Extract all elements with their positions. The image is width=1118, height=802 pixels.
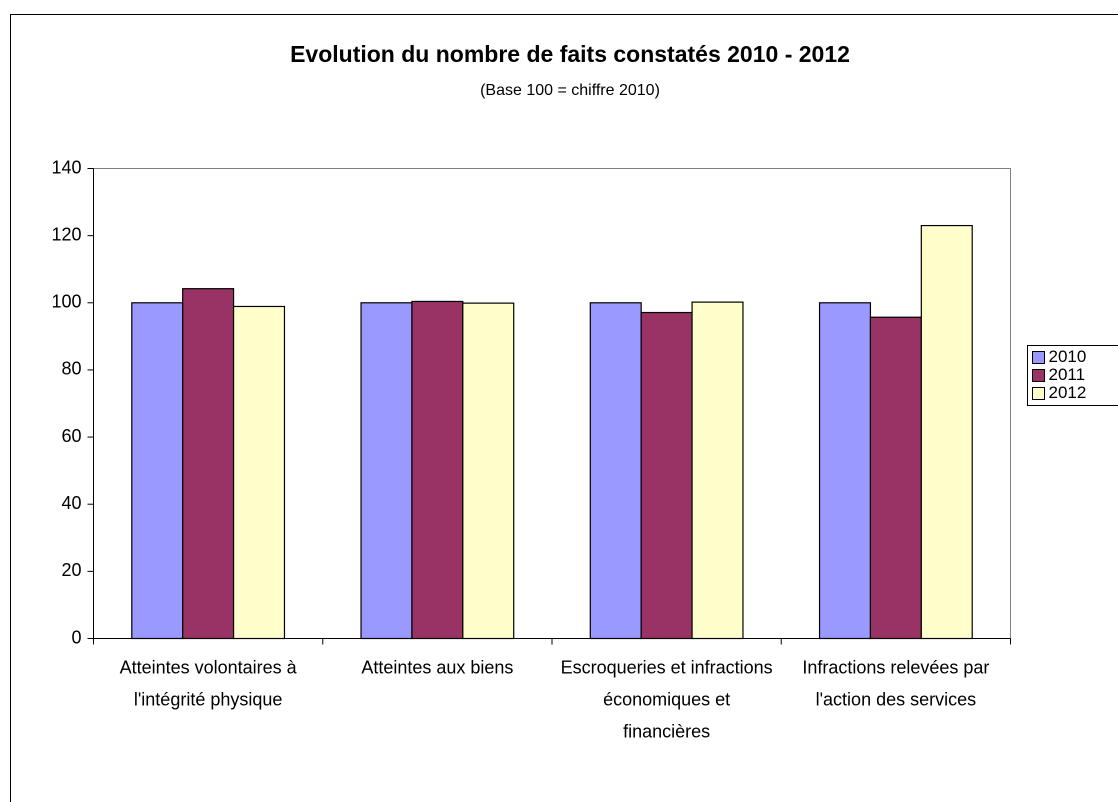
bar xyxy=(411,300,464,640)
y-tick-label: 100 xyxy=(51,292,81,312)
y-tick-label: 140 xyxy=(51,157,81,177)
bar xyxy=(640,311,693,640)
x-tick-label: Infractions relevées par l'action des ser… xyxy=(802,657,989,709)
chart-subtitle: (Base 100 = chiffre 2010) xyxy=(480,82,660,99)
legend-label: 2011 xyxy=(1049,365,1086,384)
bar xyxy=(462,302,515,640)
bar xyxy=(182,288,235,640)
x-tick-label: Atteintes volontaires à l'intégrité physi… xyxy=(120,657,298,709)
y-tick-label: 120 xyxy=(51,224,81,244)
bar xyxy=(818,302,872,640)
bar xyxy=(691,301,744,640)
legend-swatch xyxy=(1032,369,1045,382)
legend-swatch xyxy=(1032,387,1045,400)
y-tick-label: 60 xyxy=(61,426,81,446)
chart-title: Evolution du nombre de faits constatés 2… xyxy=(290,41,850,67)
bar xyxy=(920,224,973,640)
legend-label: 2012 xyxy=(1049,383,1087,402)
legend-label: 2010 xyxy=(1049,347,1087,366)
x-tick-label: Atteintes aux biens xyxy=(361,657,513,677)
legend-swatch xyxy=(1032,351,1045,364)
bar xyxy=(589,302,642,640)
bar xyxy=(131,302,184,640)
y-tick-label: 80 xyxy=(61,359,81,379)
bar xyxy=(360,302,413,640)
bar xyxy=(232,305,286,640)
bar xyxy=(869,316,922,640)
y-tick-label: 0 xyxy=(71,627,81,647)
x-tick-label: Escroqueries et infractions économiques e… xyxy=(561,657,773,741)
y-tick-label: 40 xyxy=(61,493,81,513)
y-tick-label: 20 xyxy=(61,560,81,580)
